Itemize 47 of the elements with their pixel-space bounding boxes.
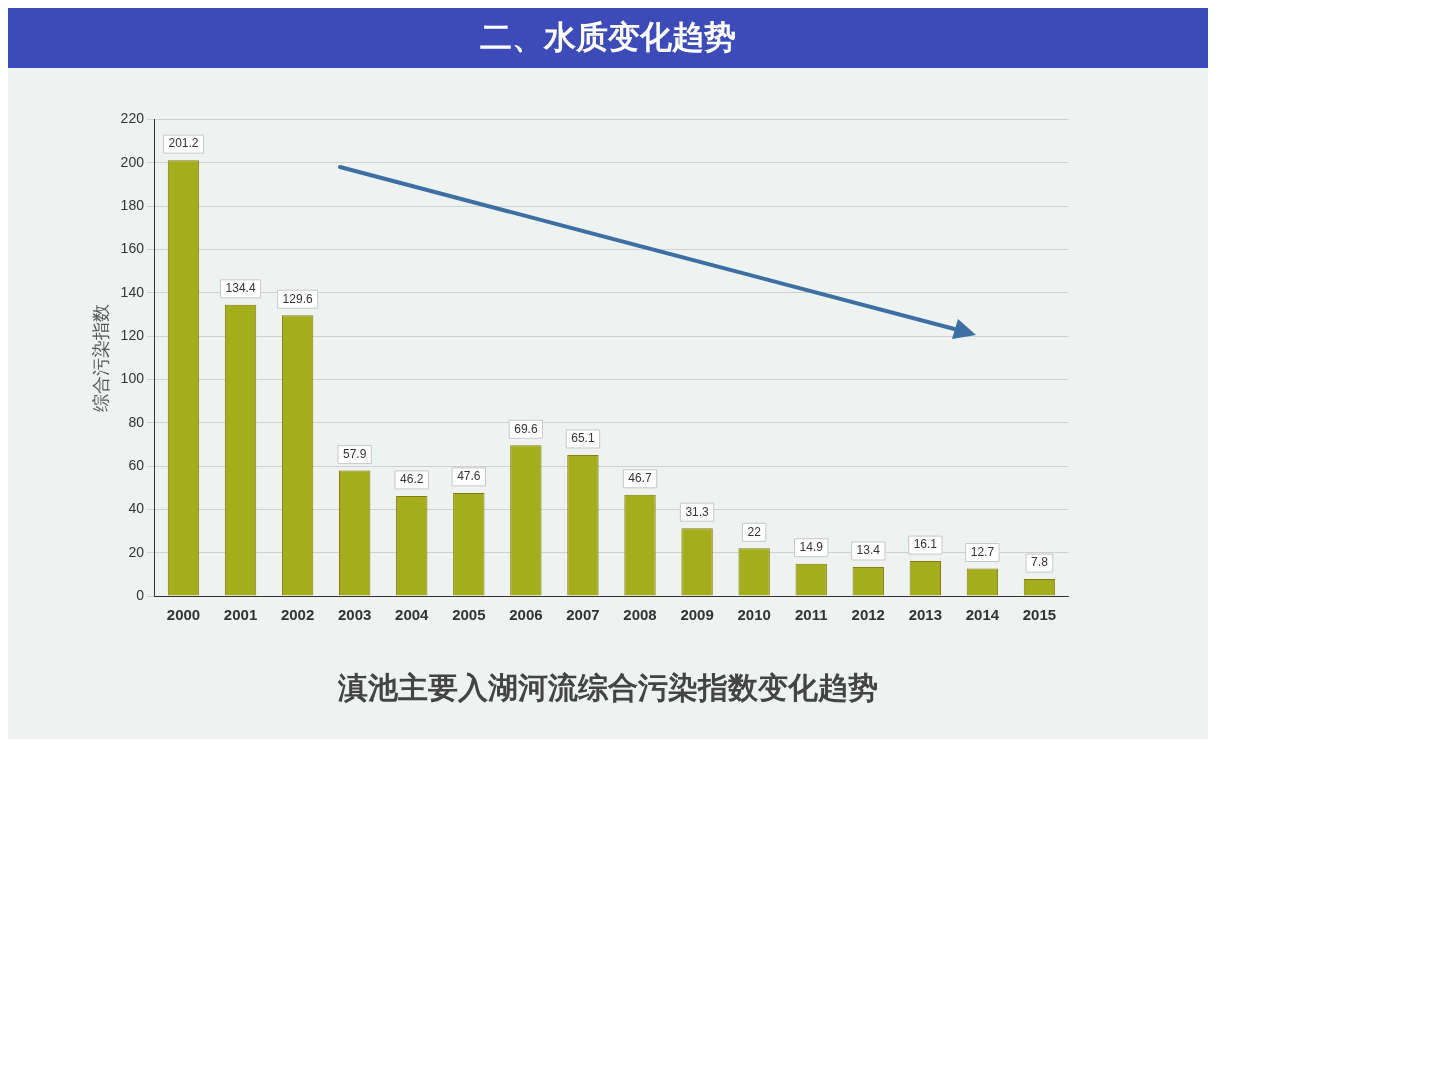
x-tick-label: 2005 (452, 606, 486, 624)
y-tick-label: 0 (136, 586, 145, 603)
y-tick-label: 220 (120, 110, 145, 127)
data-label: 22 (747, 524, 762, 539)
x-tick-label: 2006 (509, 606, 543, 624)
data-label: 46.7 (628, 471, 653, 486)
y-tick-label: 60 (128, 456, 145, 473)
data-label: 47.6 (457, 469, 481, 484)
x-tick-label: 2001 (223, 606, 258, 624)
x-tick-label: 2009 (680, 606, 714, 624)
data-label: 129.6 (282, 291, 313, 306)
y-tick-label: 20 (128, 543, 145, 560)
x-tick-label: 2012 (851, 606, 885, 624)
x-tick-label: 2010 (737, 606, 771, 624)
y-tick-label: 80 (128, 413, 145, 430)
text: 滇池主要入湖河流综合污染指数变化趋势 (337, 669, 879, 707)
x-tick-label: 2004 (395, 606, 430, 624)
data-label: 31.3 (685, 504, 710, 519)
data-label: 69.6 (514, 421, 538, 436)
data-label: 57.9 (343, 446, 367, 461)
x-tick-label: 2000 (166, 606, 201, 624)
x-tick-label: 2008 (623, 606, 657, 624)
x-tick-label: 2002 (280, 606, 315, 624)
y-tick-label: 40 (128, 500, 145, 517)
x-tick-label: 2007 (566, 606, 600, 624)
y-tick-label: 160 (120, 240, 145, 257)
data-label: 46.2 (400, 472, 424, 487)
y-tick-label: 120 (120, 326, 145, 343)
y-tick-label: 100 (120, 370, 145, 387)
chart-title: 二、水质变化趋势 (8, 8, 1208, 68)
y-tick-label: 200 (120, 153, 145, 170)
data-label: 201.2 (168, 136, 199, 151)
x-tick-label: 2003 (338, 606, 372, 624)
y-axis-title: 综合污染指数 (90, 303, 112, 412)
x-tick-label: 2014 (965, 606, 1000, 624)
x-tick-label: 2011 (794, 606, 828, 624)
data-label: 14.9 (799, 540, 824, 555)
data-label: 65.1 (571, 431, 595, 446)
data-label: 7.8 (1031, 555, 1049, 570)
x-tick-label: 2013 (908, 606, 943, 624)
data-label: 16.1 (913, 537, 938, 552)
x-tick-label: 2015 (1022, 606, 1057, 624)
data-label: 12.7 (970, 544, 995, 559)
data-label: 134.4 (225, 281, 256, 296)
data-label: 13.4 (856, 543, 881, 558)
y-tick-label: 140 (120, 283, 145, 300)
y-tick-label: 180 (120, 196, 145, 213)
